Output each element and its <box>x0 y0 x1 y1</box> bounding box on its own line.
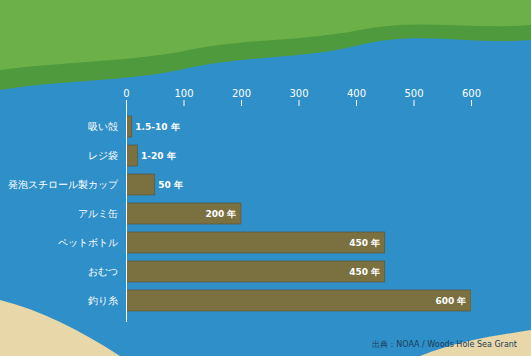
svg-text:300: 300 <box>289 88 308 99</box>
svg-text:500: 500 <box>404 88 423 99</box>
svg-text:100: 100 <box>174 88 193 99</box>
svg-text:ペットボトル: ペットボトル <box>58 237 118 248</box>
svg-text:1-20 年: 1-20 年 <box>141 151 176 161</box>
svg-text:おむつ: おむつ <box>88 266 118 277</box>
svg-text:吸い殻: 吸い殻 <box>88 121 118 132</box>
svg-text:レジ袋: レジ袋 <box>88 150 118 161</box>
svg-text:600: 600 <box>462 88 481 99</box>
svg-text:450 年: 450 年 <box>349 238 380 248</box>
svg-text:450 年: 450 年 <box>349 267 380 277</box>
svg-text:400: 400 <box>347 88 366 99</box>
svg-text:釣り糸: 釣り糸 <box>88 295 118 306</box>
html-text:出典：NOAA / Woods Hole Sea Grant: 出典：NOAA / Woods Hole Sea Grant <box>372 340 517 349</box>
svg-text:50 年: 50 年 <box>158 180 183 190</box>
svg-text:200 年: 200 年 <box>206 209 237 219</box>
svg-text:200: 200 <box>232 88 251 99</box>
svg-text:アルミ缶: アルミ缶 <box>78 208 118 219</box>
svg-text:1.5-10 年: 1.5-10 年 <box>135 122 179 132</box>
svg-text:0: 0 <box>123 88 129 99</box>
svg-text:600 年: 600 年 <box>436 296 467 306</box>
svg-text:発泡スチロール製カップ: 発泡スチロール製カップ <box>8 179 119 190</box>
